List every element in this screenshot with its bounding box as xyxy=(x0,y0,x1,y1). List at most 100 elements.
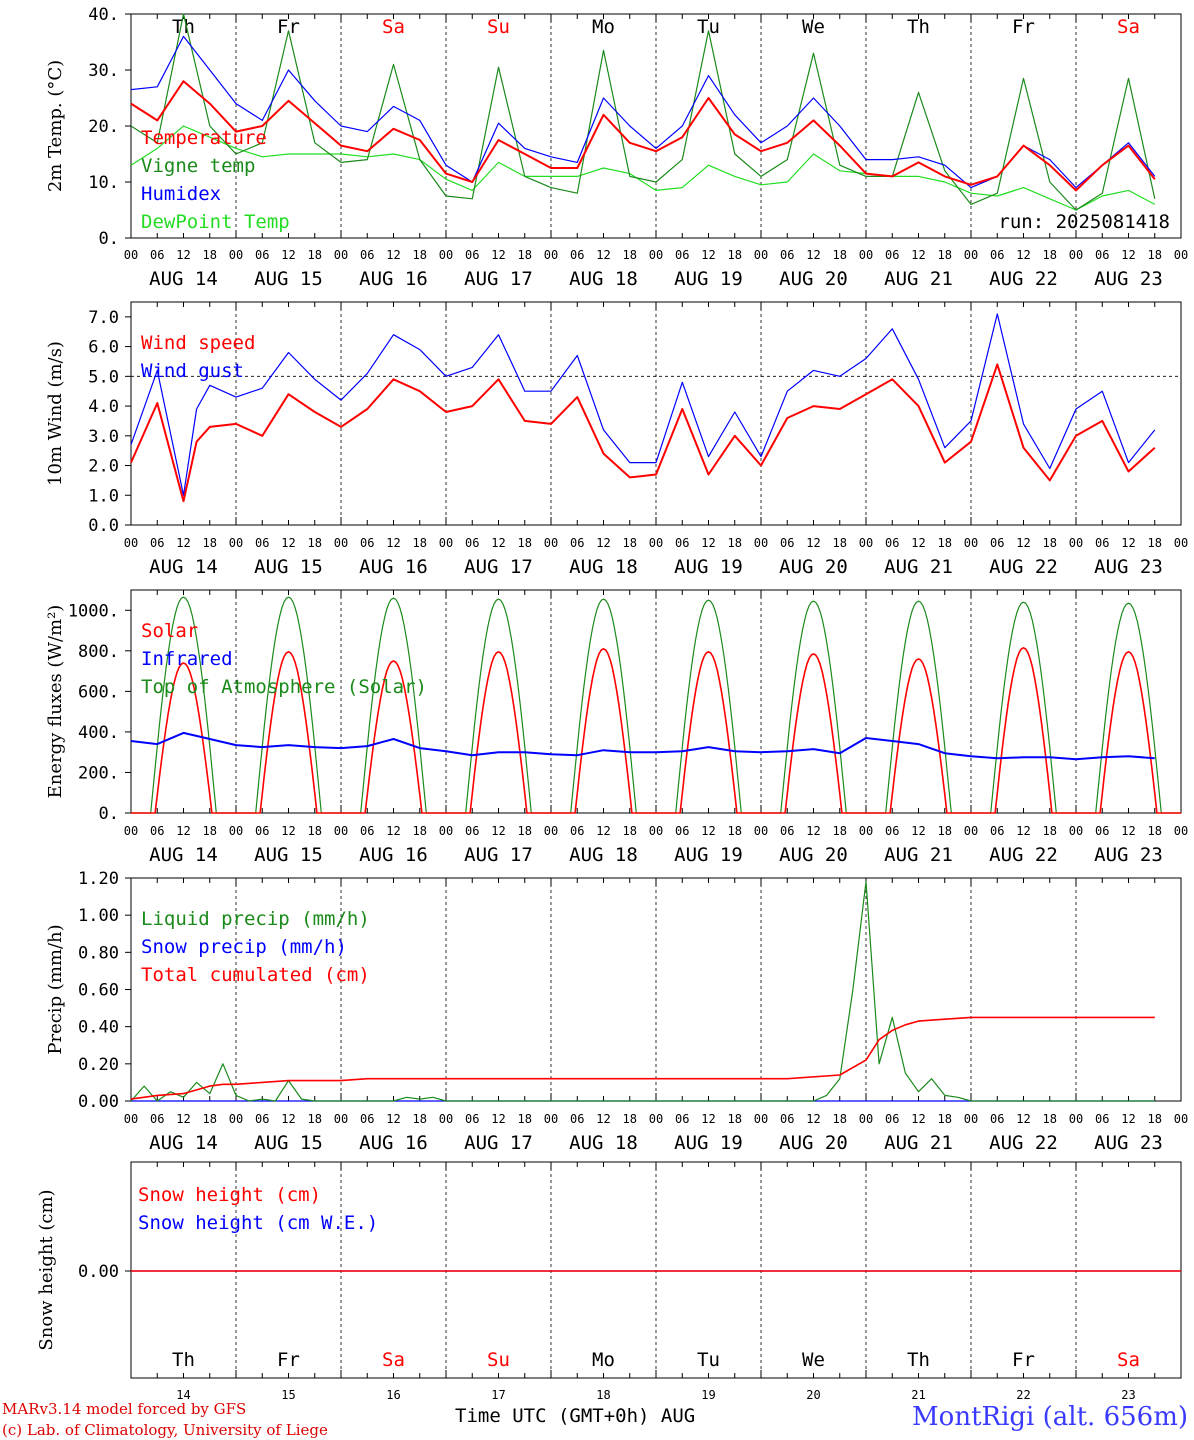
hour-tick-label: 06 xyxy=(780,536,794,550)
day-number-label: 16 xyxy=(386,1388,400,1402)
day-number-label: 22 xyxy=(1016,1388,1030,1402)
hour-tick-label: 06 xyxy=(150,824,164,838)
y-tick-label: 0.80 xyxy=(78,943,119,963)
hour-tick-label: 00 xyxy=(649,824,663,838)
hour-tick-label: 18 xyxy=(308,248,322,262)
hour-tick-label: 12 xyxy=(596,824,610,838)
panel-frame xyxy=(130,589,1182,814)
y-axis-label: 2m Temp. (°C) xyxy=(45,60,66,192)
hour-tick-label: 18 xyxy=(1043,824,1057,838)
weekday-label: Tu xyxy=(697,16,720,38)
legend-entry: DewPoint Temp xyxy=(141,211,290,233)
hour-tick-label: 12 xyxy=(281,248,295,262)
hour-tick-label: 12 xyxy=(596,536,610,550)
hour-tick-label: 00 xyxy=(124,824,138,838)
hour-tick-label: 00 xyxy=(1174,824,1188,838)
hour-tick-label: 00 xyxy=(1174,248,1188,262)
series-line xyxy=(130,313,1156,496)
hour-tick-label: 18 xyxy=(833,248,847,262)
y-tick-label: 0.60 xyxy=(78,981,119,1001)
hour-tick-label: 00 xyxy=(964,536,978,550)
weekday-label: Fr xyxy=(277,1349,300,1371)
hour-tick-label: 12 xyxy=(806,824,820,838)
hour-tick-label: 00 xyxy=(964,248,978,262)
hour-tick-label: 06 xyxy=(570,536,584,550)
hour-tick-label: 06 xyxy=(150,536,164,550)
hour-tick-label: 06 xyxy=(570,824,584,838)
hour-tick-label: 06 xyxy=(675,824,689,838)
date-label: AUG 20 xyxy=(779,268,848,290)
hour-tick-label: 12 xyxy=(1121,248,1135,262)
hour-tick-label: 06 xyxy=(360,824,374,838)
hour-tick-label: 12 xyxy=(806,536,820,550)
y-tick-label: 40. xyxy=(88,5,119,25)
legend-entry: Humidex xyxy=(141,183,221,205)
y-tick-label: 0.00 xyxy=(78,1092,119,1112)
hour-tick-label: 06 xyxy=(990,1112,1004,1126)
hour-tick-label: 18 xyxy=(833,536,847,550)
hour-tick-label: 06 xyxy=(675,536,689,550)
hour-tick-label: 00 xyxy=(334,1112,348,1126)
hour-tick-label: 00 xyxy=(124,536,138,550)
hour-tick-label: 18 xyxy=(413,824,427,838)
hour-tick-label: 18 xyxy=(518,536,532,550)
hour-tick-label: 12 xyxy=(596,1112,610,1126)
hour-tick-label: 18 xyxy=(1148,536,1162,550)
legend-entry: Wind gust xyxy=(141,360,244,382)
date-label: AUG 23 xyxy=(1094,844,1163,866)
day-number-label: 14 xyxy=(176,1388,190,1402)
date-label: AUG 22 xyxy=(989,1132,1058,1154)
date-label: AUG 19 xyxy=(674,1132,743,1154)
hour-tick-label: 00 xyxy=(649,536,663,550)
date-label: AUG 17 xyxy=(464,556,533,578)
hour-tick-label: 12 xyxy=(491,536,505,550)
date-label: AUG 20 xyxy=(779,844,848,866)
date-label: AUG 16 xyxy=(359,844,428,866)
date-label: AUG 15 xyxy=(254,268,323,290)
y-tick-label: 400. xyxy=(78,723,119,743)
day-number-label: 17 xyxy=(491,1388,505,1402)
day-number-label: 19 xyxy=(701,1388,715,1402)
y-tick-label: 600. xyxy=(78,682,119,702)
time-axis-label: Time UTC (GMT+0h) AUG xyxy=(455,1405,696,1427)
date-label: AUG 17 xyxy=(464,268,533,290)
hour-tick-label: 00 xyxy=(1174,1112,1188,1126)
legend-entry: Total cumulated (cm) xyxy=(141,964,370,986)
hour-tick-label: 00 xyxy=(964,1112,978,1126)
hour-tick-label: 12 xyxy=(386,824,400,838)
y-tick-label: 5.0 xyxy=(88,367,119,387)
date-label: AUG 21 xyxy=(884,268,953,290)
hour-tick-label: 06 xyxy=(570,248,584,262)
hour-tick-label: 06 xyxy=(885,1112,899,1126)
hour-tick-label: 12 xyxy=(911,1112,925,1126)
hour-tick-label: 18 xyxy=(938,248,952,262)
date-label: AUG 19 xyxy=(674,556,743,578)
hour-tick-label: 06 xyxy=(675,248,689,262)
day-number-label: 15 xyxy=(281,1388,295,1402)
hour-tick-label: 18 xyxy=(203,248,217,262)
hour-tick-label: 06 xyxy=(780,1112,794,1126)
y-tick-label: 7.0 xyxy=(88,308,119,328)
date-label: AUG 20 xyxy=(779,556,848,578)
legend-entry: Snow precip (mm/h) xyxy=(141,936,347,958)
hour-tick-label: 12 xyxy=(281,536,295,550)
hour-tick-label: 18 xyxy=(1043,1112,1057,1126)
hour-tick-label: 06 xyxy=(465,824,479,838)
hour-tick-label: 18 xyxy=(518,248,532,262)
hour-tick-label: 18 xyxy=(938,824,952,838)
hour-tick-label: 12 xyxy=(491,248,505,262)
weekday-label: Sa xyxy=(382,16,405,38)
hour-tick-label: 12 xyxy=(1016,1112,1030,1126)
series-line xyxy=(130,35,1156,189)
hour-tick-label: 00 xyxy=(1069,824,1083,838)
y-tick-label: 0.40 xyxy=(78,1018,119,1038)
hour-tick-label: 00 xyxy=(1069,1112,1083,1126)
lab-credit: (c) Lab. of Climatology, University of L… xyxy=(2,1421,328,1439)
hour-tick-label: 12 xyxy=(491,824,505,838)
hour-tick-label: 00 xyxy=(229,536,243,550)
hour-tick-label: 00 xyxy=(859,1112,873,1126)
hour-tick-label: 00 xyxy=(754,1112,768,1126)
weekday-label: Th xyxy=(172,16,195,38)
hour-tick-label: 00 xyxy=(754,824,768,838)
hour-tick-label: 06 xyxy=(885,248,899,262)
